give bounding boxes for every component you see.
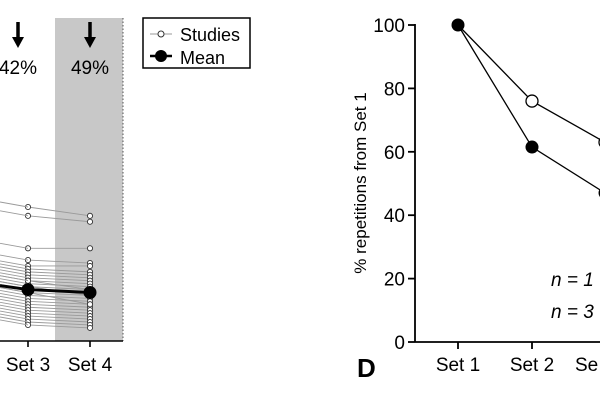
study-point bbox=[86, 245, 94, 252]
legend-studies-marker-icon bbox=[150, 30, 172, 38]
legend-mean-marker-icon bbox=[150, 50, 172, 62]
x-tick-label: Set 4 bbox=[68, 355, 113, 376]
study-line bbox=[27, 300, 91, 305]
legend-studies-label: Studies bbox=[180, 25, 240, 45]
study-point bbox=[86, 324, 94, 331]
study-line-tail bbox=[0, 313, 29, 320]
study-line bbox=[27, 306, 91, 311]
study-line bbox=[27, 206, 91, 217]
legend-mean-label: Mean bbox=[180, 48, 225, 68]
x-tick-label: Set 3 bbox=[6, 355, 50, 376]
study-line bbox=[27, 277, 91, 282]
study-lines bbox=[0, 201, 94, 331]
y-tick-label: 0 bbox=[394, 333, 405, 354]
study-line-tail bbox=[0, 295, 29, 302]
study-line bbox=[27, 309, 91, 314]
study-line bbox=[27, 312, 91, 317]
study-line-tail bbox=[0, 304, 29, 311]
study-line-tail bbox=[0, 301, 29, 308]
y-tick-label: 40 bbox=[384, 206, 405, 227]
series-open-line bbox=[457, 24, 600, 141]
study-line-tail bbox=[0, 269, 29, 276]
mean-point bbox=[83, 286, 97, 300]
series-filled-line bbox=[457, 24, 600, 191]
study-line-tail bbox=[0, 298, 29, 305]
percent-annotation: 42% bbox=[0, 58, 37, 79]
y-tick-label: 100 bbox=[373, 16, 405, 37]
panel-label-d: D bbox=[357, 353, 376, 383]
study-line-tail bbox=[0, 254, 29, 261]
study-line bbox=[27, 271, 91, 276]
study-line bbox=[27, 321, 91, 326]
legend: Studies Mean bbox=[142, 17, 251, 69]
mean-line-segment bbox=[27, 288, 91, 295]
study-line-tail bbox=[0, 260, 29, 267]
percent-annotation: 49% bbox=[71, 58, 109, 79]
down-arrow-icon bbox=[84, 37, 96, 48]
down-arrow-icon bbox=[12, 37, 24, 48]
x-tick-labels-left: Set 3 Set 4 bbox=[6, 355, 113, 376]
y-tick-label: 20 bbox=[384, 270, 405, 291]
study-line-tail bbox=[0, 275, 29, 282]
x-tick-label: Se bbox=[575, 355, 598, 376]
study-point bbox=[86, 218, 94, 225]
y-axis-label-right: % repetitions from Set 1 bbox=[351, 92, 370, 273]
study-line bbox=[27, 268, 91, 273]
left-panel: Set 3 Set 4 42% 49% Studies Mean bbox=[0, 17, 251, 376]
study-line-tail bbox=[0, 319, 29, 326]
open-point bbox=[525, 94, 539, 108]
n-annotation-2: n = 3 bbox=[551, 302, 594, 323]
study-line-tail bbox=[0, 266, 29, 273]
study-line-tail bbox=[0, 292, 29, 299]
study-line bbox=[27, 295, 91, 299]
study-line-tail bbox=[0, 310, 29, 317]
study-point bbox=[86, 301, 94, 308]
study-line bbox=[27, 315, 91, 320]
study-line-tail bbox=[0, 272, 29, 279]
x-tick-label: Set 2 bbox=[510, 355, 554, 376]
study-line bbox=[27, 292, 91, 296]
study-line bbox=[27, 303, 91, 308]
study-line-tail bbox=[0, 201, 29, 208]
study-line bbox=[27, 274, 91, 279]
y-ticks-right: 0 20 40 60 80 100 bbox=[373, 16, 415, 354]
study-line bbox=[27, 259, 91, 264]
study-line-tail bbox=[0, 307, 29, 314]
study-line bbox=[27, 286, 91, 291]
study-line-tail bbox=[0, 316, 29, 323]
right-panel: 0 20 40 60 80 100 Set 1 Set 2 Se % repetitions … bbox=[351, 16, 600, 383]
study-line bbox=[27, 280, 91, 291]
study-line bbox=[27, 292, 91, 305]
y-tick-label: 60 bbox=[384, 143, 405, 164]
percent-annotations: 42% 49% bbox=[0, 22, 109, 79]
study-line bbox=[27, 318, 91, 323]
study-line-tail bbox=[0, 290, 29, 296]
study-line bbox=[27, 297, 91, 302]
x-ticks-left bbox=[27, 341, 91, 347]
study-line bbox=[27, 324, 91, 329]
filled-point bbox=[525, 140, 539, 154]
study-line-tail bbox=[0, 278, 29, 285]
study-line bbox=[27, 215, 91, 223]
filled-point bbox=[451, 18, 465, 32]
study-point bbox=[86, 212, 94, 219]
y-tick-label: 80 bbox=[384, 79, 405, 100]
study-line bbox=[27, 280, 91, 285]
mean-line bbox=[0, 283, 97, 300]
study-line-tail bbox=[0, 210, 29, 217]
mean-point bbox=[21, 283, 35, 297]
study-line-tail bbox=[0, 263, 29, 270]
x-ticks-right: Set 1 Set 2 Se bbox=[436, 342, 598, 376]
x-tick-label: Set 1 bbox=[436, 355, 480, 376]
n-annotation-1: n = 1 bbox=[551, 270, 594, 291]
study-line-tail bbox=[0, 242, 29, 249]
study-point bbox=[86, 262, 94, 270]
right-series bbox=[451, 18, 600, 198]
